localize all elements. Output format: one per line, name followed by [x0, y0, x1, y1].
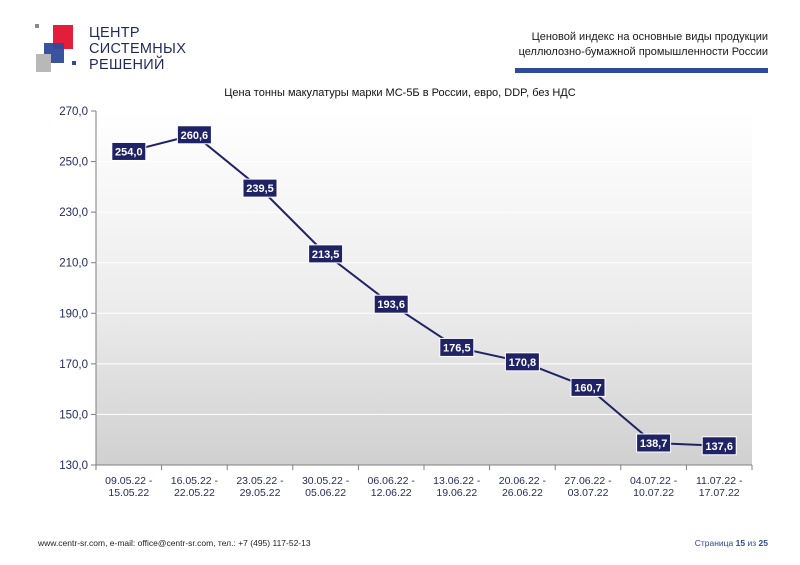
- header-line-2: целлюлозно-бумажной промышленности Росси…: [518, 46, 768, 58]
- x-tick-label: 04.07.22 -10.07.22: [630, 475, 678, 499]
- plot-area: [96, 111, 752, 465]
- data-label-box: [701, 436, 737, 456]
- page-total: 25: [758, 538, 768, 548]
- data-label-box: [242, 178, 278, 198]
- data-label: 260,6: [181, 130, 209, 142]
- y-tick-label: 210,0: [59, 258, 88, 270]
- page-of-word: из: [747, 538, 757, 548]
- x-tick-label: 13.06.22 -19.06.22: [433, 475, 481, 499]
- x-tick-label: 20.06.22 -26.06.22: [499, 475, 547, 499]
- report-header: Ценовой индекс на основные виды продукци…: [519, 30, 768, 60]
- logo-line-1: ЦЕНТР: [89, 25, 140, 41]
- header-line-1: Ценовой индекс на основные виды продукци…: [531, 31, 768, 43]
- y-tick-label: 250,0: [59, 157, 88, 169]
- x-tick-label: 06.06.22 -12.06.22: [368, 475, 416, 499]
- data-label: 193,6: [377, 299, 405, 311]
- logo-line-3: РЕШЕНИЙ: [89, 57, 165, 73]
- x-tick-label: 09.05.22 -15.05.22: [105, 475, 153, 499]
- series-line: [128, 133, 720, 447]
- data-label: 170,8: [509, 357, 537, 369]
- data-label: 254,0: [115, 146, 143, 158]
- y-tick-label: 150,0: [59, 409, 88, 421]
- data-label-box: [570, 377, 606, 397]
- chart-title: Цена тонны макулатуры марки МС-5Б в Росс…: [224, 87, 576, 99]
- data-label: 137,6: [705, 441, 733, 453]
- data-label: 239,5: [246, 183, 274, 195]
- x-tick-label: 27.06.22 -03.07.22: [564, 475, 612, 499]
- y-tick-label: 230,0: [59, 207, 88, 219]
- x-tick-label: 30.05.22 -05.06.22: [302, 475, 350, 499]
- data-label-box: [636, 433, 672, 453]
- data-label: 138,7: [640, 438, 668, 450]
- page-indicator: Страница 15 из 25: [695, 538, 768, 548]
- page-word: Страница: [694, 538, 734, 548]
- data-label-box: [111, 141, 147, 161]
- data-label-box: [373, 294, 409, 314]
- y-tick-label: 270,0: [59, 106, 88, 118]
- data-label: 176,5: [443, 342, 471, 354]
- x-tick-label: 11.07.22 -17.07.22: [696, 475, 743, 499]
- x-tick-label: 16.05.22 -22.05.22: [171, 475, 219, 499]
- footer-contacts: www.centr-sr.com, e-mail: office@centr-s…: [38, 538, 311, 548]
- x-tick-label: 23.05.22 -29.05.22: [236, 475, 284, 499]
- data-label-box: [308, 244, 344, 264]
- data-label-box: [176, 125, 212, 145]
- logo-mark-icon: [35, 24, 76, 72]
- data-label: 160,7: [574, 382, 602, 394]
- logo-text: ЦЕНТР СИСТЕМНЫХ РЕШЕНИЙ: [89, 25, 186, 73]
- data-label-box: [504, 352, 540, 372]
- y-tick-label: 130,0: [59, 460, 88, 472]
- data-label: 213,5: [312, 249, 340, 261]
- y-tick-label: 190,0: [59, 308, 88, 320]
- logo-line-2: СИСТЕМНЫХ: [89, 41, 187, 57]
- page-number: 15: [735, 538, 746, 548]
- y-tick-label: 170,0: [59, 359, 88, 371]
- header-accent-bar: [515, 68, 768, 73]
- data-label-box: [439, 337, 475, 357]
- company-logo: ЦЕНТР СИСТЕМНЫХ РЕШЕНИЙ: [30, 22, 190, 82]
